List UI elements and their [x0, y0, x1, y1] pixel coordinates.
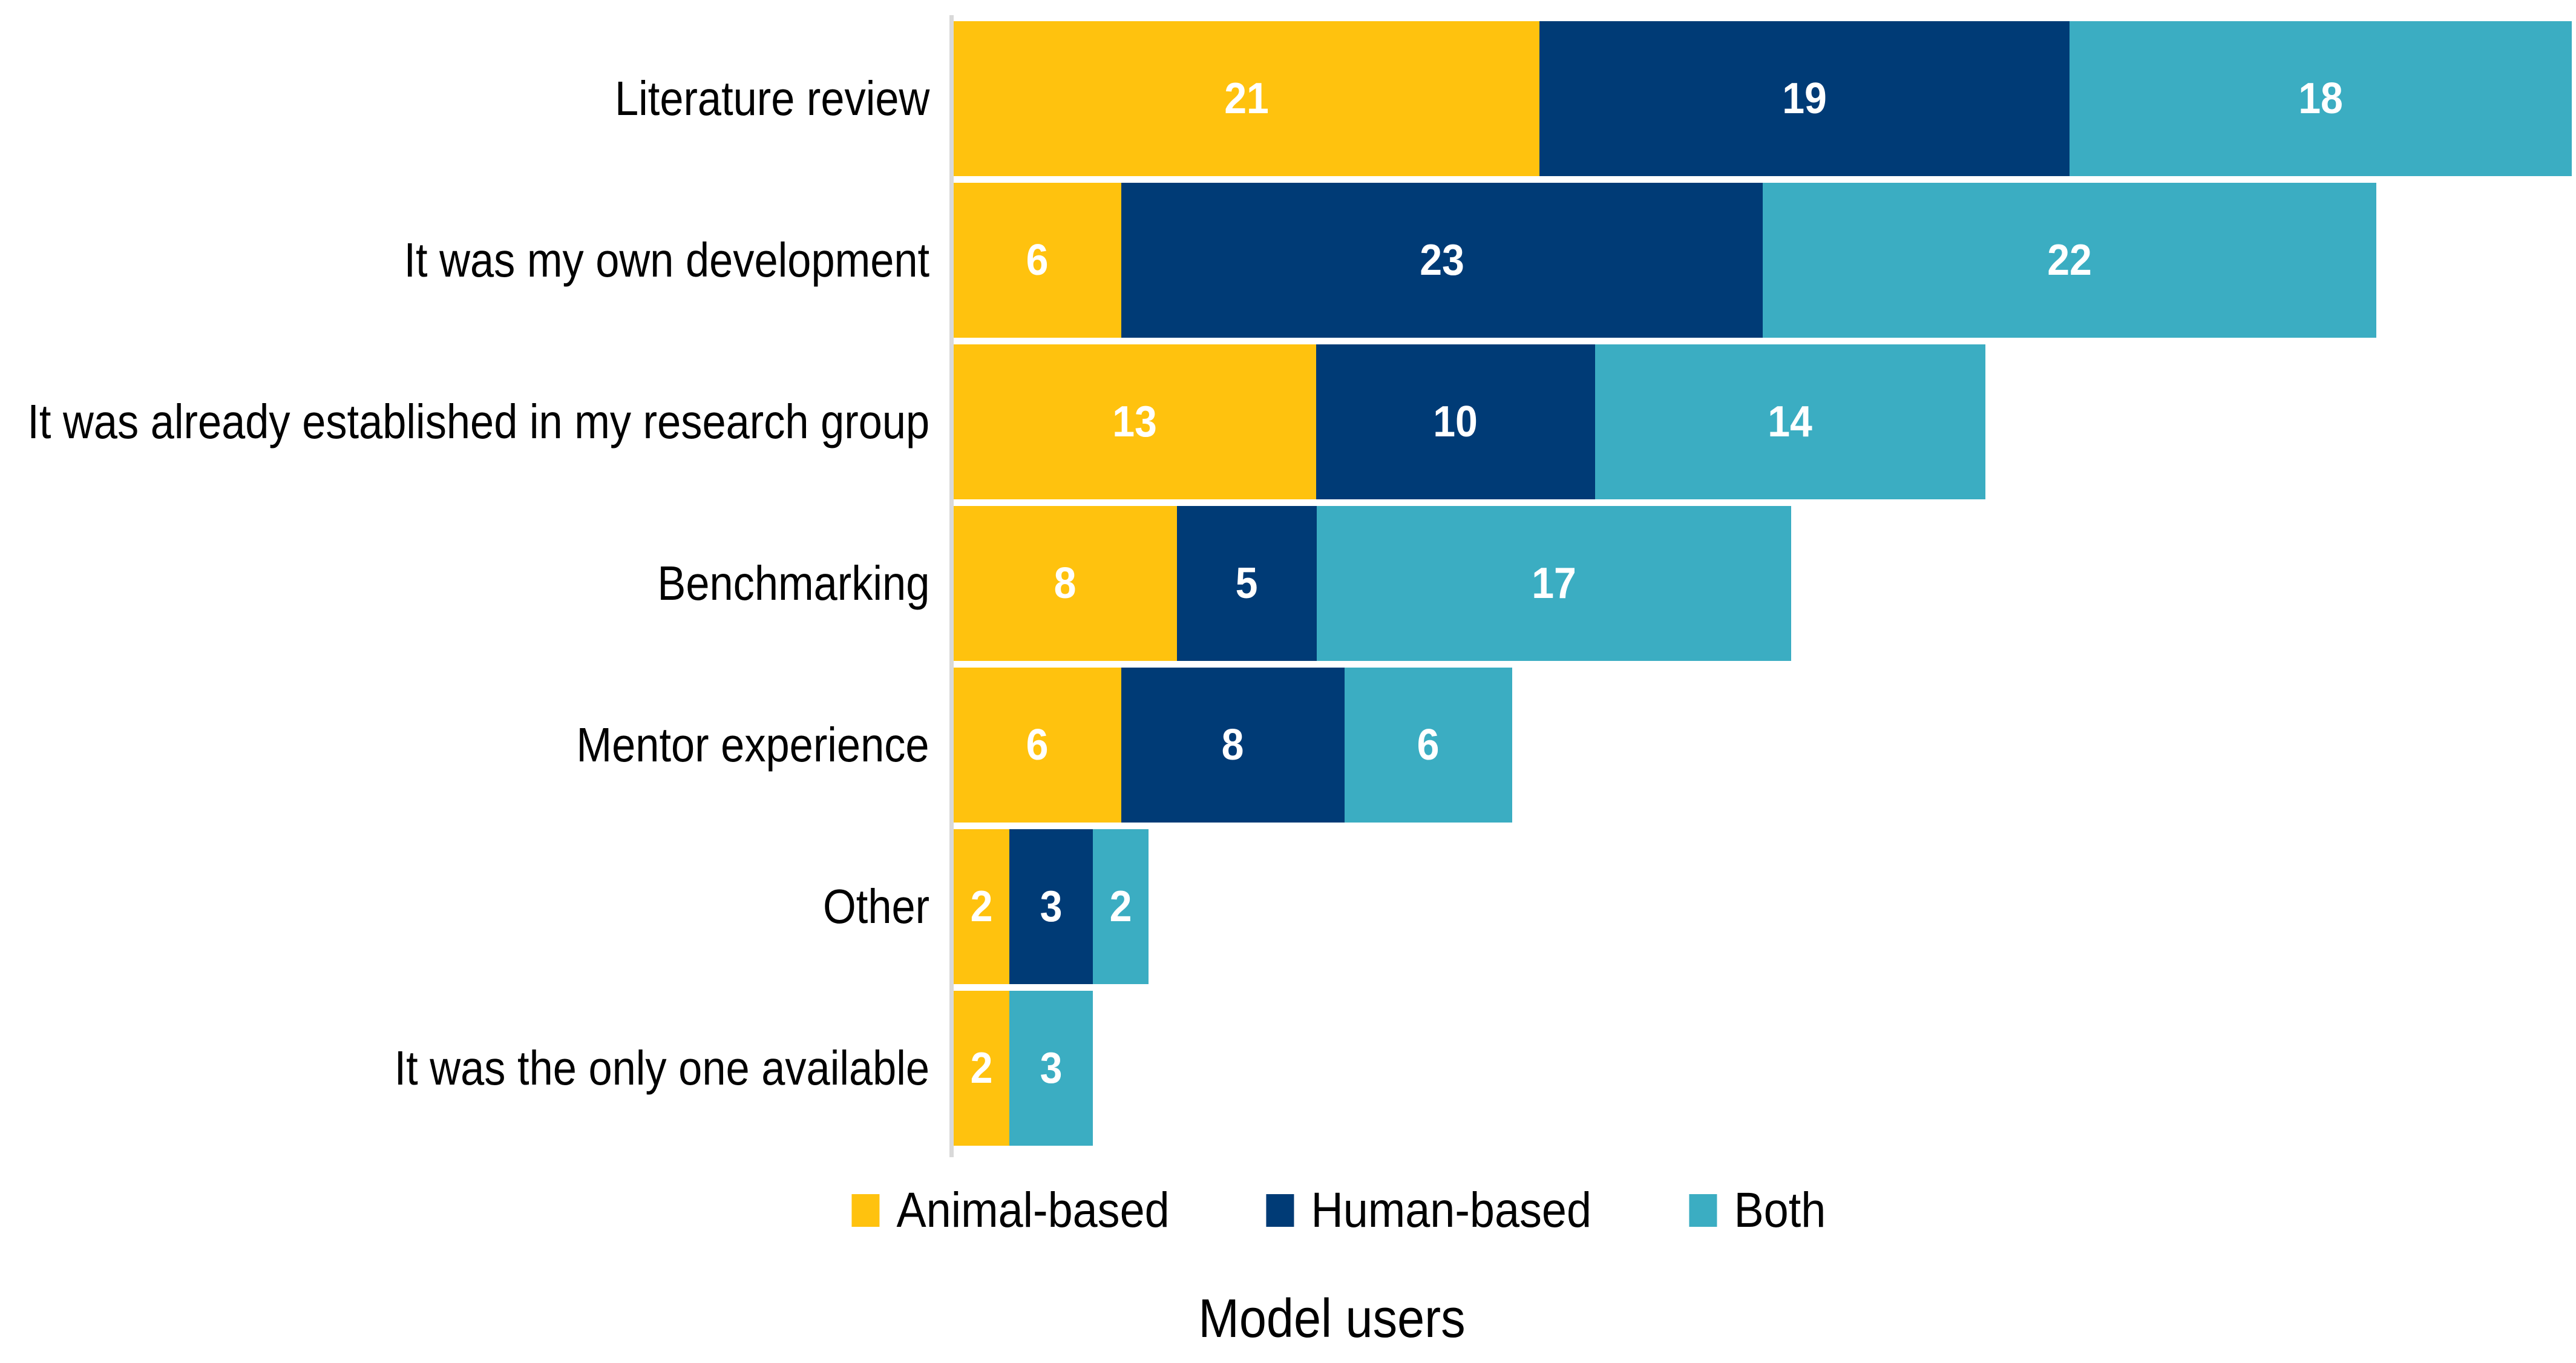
value-label: 13 — [1112, 398, 1158, 446]
value-label: 2 — [1109, 882, 1132, 931]
bar-row-benchmarking: 8 5 17 — [954, 506, 1791, 661]
value-label: 8 — [1054, 559, 1077, 608]
value-label: 6 — [1417, 721, 1440, 769]
legend-label: Animal-based — [896, 1183, 1170, 1238]
value-label: 2 — [970, 1044, 993, 1092]
value-label: 19 — [1782, 74, 1827, 123]
value-label: 5 — [1236, 559, 1258, 608]
value-label: 2 — [970, 882, 993, 931]
bar-segment-both: 14 — [1595, 344, 1985, 499]
bar-row-it-was-already-established-in-my-research-group: 13 10 14 — [954, 344, 1985, 499]
y-axis-line — [949, 15, 954, 1157]
bar-segment-human-based: 3 — [1009, 829, 1093, 984]
bar-row-mentor-experience: 6 8 6 — [954, 668, 1512, 823]
category-label-text: It was already established in my researc… — [27, 395, 929, 448]
category-label-text: Mentor experience — [576, 718, 929, 772]
bar-segment-both: 22 — [1763, 183, 2376, 338]
category-label-it-was-the-only-one-available: It was the only one available — [0, 991, 929, 1146]
category-label-text: Literature review — [614, 71, 929, 125]
bar-segment-human-based: 10 — [1316, 344, 1595, 499]
value-label: 18 — [2298, 74, 2343, 123]
bar-segment-animal-based: 2 — [954, 829, 1009, 984]
category-label-text: It was the only one available — [394, 1041, 929, 1095]
category-label-literature-review: Literature review — [0, 21, 929, 176]
value-label: 3 — [1040, 882, 1063, 931]
category-label-it-was-my-own-development: It was my own development — [0, 183, 929, 338]
bar-segment-animal-based: 13 — [954, 344, 1316, 499]
value-label: 8 — [1222, 721, 1244, 769]
value-label: 6 — [1026, 721, 1049, 769]
bar-segment-animal-based: 8 — [954, 506, 1177, 661]
category-label-benchmarking: Benchmarking — [0, 506, 929, 661]
value-label: 22 — [2047, 236, 2092, 284]
x-axis-title-text: Model users — [1198, 1289, 1466, 1349]
legend-item-human-based: Human-based — [1266, 1182, 1622, 1239]
bar-row-literature-review: 21 19 18 — [954, 21, 2572, 176]
legend-item-both: Both — [1689, 1182, 1836, 1239]
bar-segment-human-based: 5 — [1177, 506, 1317, 661]
category-label-it-was-already-established-in-my-research-group: It was already established in my researc… — [0, 344, 929, 499]
bar-segment-animal-based: 21 — [954, 21, 1539, 176]
x-axis-title: Model users — [1183, 1288, 1480, 1350]
category-label-text: Other — [822, 879, 929, 933]
category-label-text: Benchmarking — [657, 556, 929, 610]
value-label: 6 — [1026, 236, 1049, 284]
legend-swatch-animal-based — [851, 1194, 879, 1227]
bar-segment-both: 2 — [1093, 829, 1149, 984]
bar-segment-animal-based: 6 — [954, 183, 1121, 338]
bar-segment-both: 18 — [2070, 21, 2572, 176]
legend-swatch-both — [1689, 1194, 1717, 1227]
bar-segment-both: 3 — [1009, 991, 1093, 1146]
legend-swatch-human-based — [1266, 1194, 1294, 1227]
legend-label: Human-based — [1311, 1183, 1591, 1238]
bar-row-it-was-my-own-development: 6 23 22 — [954, 183, 2376, 338]
category-label-other: Other — [0, 829, 929, 984]
bar-segment-animal-based: 2 — [954, 991, 1009, 1146]
bar-segment-animal-based: 6 — [954, 668, 1121, 823]
category-label-mentor-experience: Mentor experience — [0, 668, 929, 823]
bar-segment-both: 6 — [1345, 668, 1512, 823]
legend-item-animal-based: Animal-based — [851, 1182, 1199, 1239]
bar-segment-both: 17 — [1317, 506, 1791, 661]
value-label: 21 — [1224, 74, 1269, 123]
bar-segment-human-based: 8 — [1121, 668, 1345, 823]
value-label: 23 — [1420, 236, 1464, 284]
legend: Animal-based Human-based Both — [851, 1181, 1836, 1240]
value-label: 17 — [1532, 559, 1576, 608]
legend-label: Both — [1734, 1183, 1826, 1238]
bar-segment-human-based: 19 — [1539, 21, 2070, 176]
value-label: 14 — [1768, 398, 1813, 446]
value-label: 10 — [1433, 398, 1478, 446]
bar-segment-human-based: 23 — [1121, 183, 1763, 338]
category-label-text: It was my own development — [404, 233, 929, 287]
value-label: 3 — [1040, 1044, 1063, 1092]
